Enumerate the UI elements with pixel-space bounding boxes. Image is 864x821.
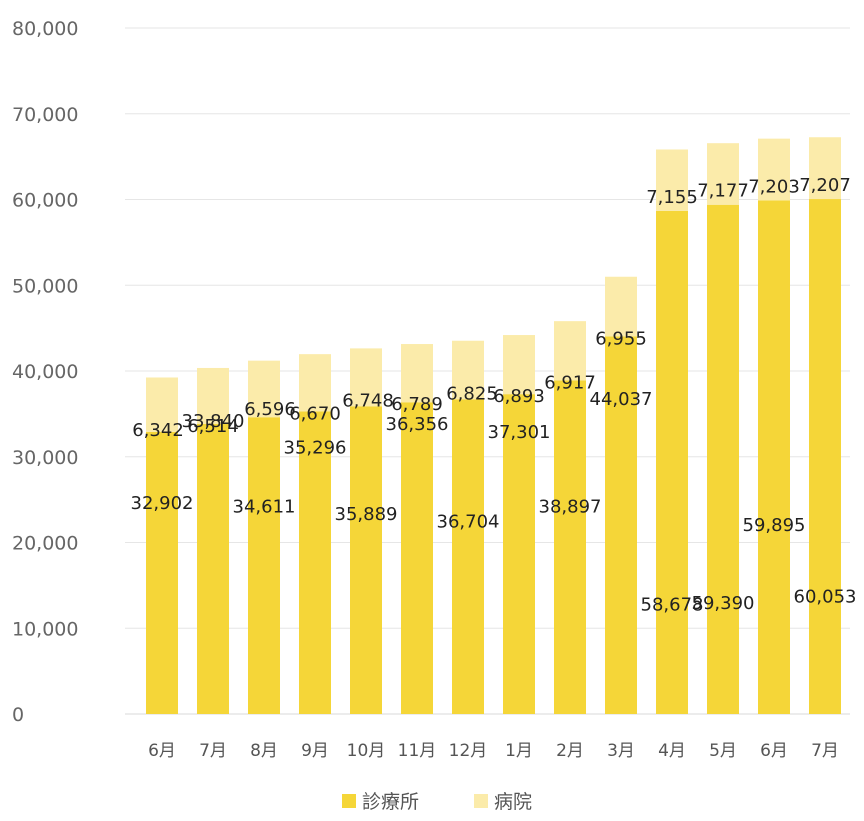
data-label-clinic: 37,301 [488, 422, 551, 443]
x-tick-label: 1月 [505, 741, 533, 761]
data-label-hospital: 7,177 [697, 181, 749, 202]
y-tick-label: 70,000 [12, 104, 78, 126]
bar-hospital [452, 340, 484, 400]
x-axis-ticks: 6月 7月 8月 9月 10月 11月 12月 1月 2月 3月 4月 5月 6月 7月 [148, 741, 839, 761]
bar-hospital [248, 360, 280, 418]
data-label-clinic: 59,390 [692, 593, 755, 614]
data-label-hospital: 7,203 [748, 176, 800, 197]
bar-clinic [758, 200, 790, 714]
bar-clinic [401, 402, 433, 714]
data-label-clinic: 34,611 [233, 496, 296, 517]
data-label-clinic: 36,704 [437, 512, 500, 533]
y-tick-label: 50,000 [12, 275, 78, 297]
data-label-hospital: 6,893 [493, 386, 545, 407]
x-tick-label: 12月 [449, 741, 488, 761]
legend-label-hospital: 病院 [494, 791, 532, 813]
data-label-hospital: 6,955 [595, 328, 647, 349]
bar-clinic [554, 380, 586, 714]
bar-clinic [248, 417, 280, 714]
bar-clinic [656, 210, 688, 714]
x-tick-label: 7月 [811, 741, 839, 761]
x-tick-label: 4月 [658, 741, 686, 761]
x-tick-label: 6月 [760, 741, 788, 761]
x-tick-label: 11月 [398, 741, 437, 761]
data-label-hospital: 6,342 [132, 420, 184, 441]
x-tick-label: 6月 [148, 741, 176, 761]
data-label-hospital: 6,514 [187, 416, 239, 437]
bar-hospital [401, 344, 433, 403]
data-label-clinic: 60,053 [794, 586, 857, 607]
bar-hospital [656, 149, 688, 211]
bar-hospital [554, 321, 586, 381]
x-tick-label: 7月 [199, 741, 227, 761]
y-axis-ticks: 0 10,000 20,000 30,000 40,000 50,000 60,000 70,… [12, 18, 78, 726]
bar-clinic [605, 336, 637, 714]
data-label-hospital: 6,670 [289, 403, 341, 424]
bar-hospital [605, 276, 637, 337]
y-tick-label: 60,000 [12, 190, 78, 212]
y-tick-label: 80,000 [12, 18, 78, 40]
bar-hospital [299, 354, 331, 412]
data-label-clinic: 58,678 [641, 594, 704, 615]
bar-hospital [758, 138, 790, 201]
y-tick-label: 40,000 [12, 361, 78, 383]
x-tick-label: 3月 [607, 741, 635, 761]
x-tick-label: 9月 [301, 741, 329, 761]
bar-hospital [146, 377, 178, 432]
bar-clinic [503, 394, 535, 714]
bar-hospital [809, 137, 841, 200]
gridlines [125, 27, 850, 715]
x-tick-label: 8月 [250, 741, 278, 761]
bar-clinic [299, 411, 331, 714]
data-label-hospital: 6,825 [446, 383, 498, 404]
data-label-clinic: 59,895 [743, 515, 806, 536]
bar-clinic [809, 199, 841, 714]
data-label-clinic: 38,897 [539, 497, 602, 518]
bar-clinic [452, 399, 484, 714]
data-label-hospital: 6,789 [391, 394, 443, 415]
bar-hospital [503, 335, 535, 395]
legend-label-clinic: 診療所 [362, 791, 419, 813]
x-tick-label: 5月 [709, 741, 737, 761]
data-label-clinic: 35,296 [284, 438, 347, 459]
data-label-clinic: 36,356 [386, 414, 449, 435]
y-tick-label: 10,000 [12, 618, 78, 640]
data-label-clinic: 35,889 [335, 504, 398, 525]
bar-hospital [197, 367, 229, 424]
y-tick-label: 20,000 [12, 533, 78, 555]
bar-hospital [707, 143, 739, 205]
data-label-hospital: 7,155 [646, 187, 698, 208]
bar-clinic [146, 431, 178, 714]
legend-swatch-hospital [474, 794, 488, 808]
legend: 診療所 病院 [342, 791, 532, 813]
data-label-hospital: 6,748 [342, 390, 394, 411]
data-label-hospital: 6,596 [244, 399, 296, 420]
data-label-clinic: 33,840 [182, 411, 245, 432]
x-tick-label: 10月 [347, 741, 386, 761]
bar-hospital [350, 348, 382, 407]
bar-clinic [197, 423, 229, 714]
data-label-hospital: 6,917 [544, 372, 596, 393]
data-label-clinic: 44,037 [590, 389, 653, 410]
bar-clinic [350, 406, 382, 714]
y-tick-label: 30,000 [12, 447, 78, 469]
data-label-clinic: 32,902 [131, 493, 194, 514]
legend-swatch-clinic [342, 794, 356, 808]
bar-clinic [707, 204, 739, 714]
x-tick-label: 2月 [556, 741, 584, 761]
y-tick-label: 0 [12, 704, 24, 726]
bars [146, 137, 841, 714]
data-label-hospital: 7,207 [799, 175, 851, 196]
